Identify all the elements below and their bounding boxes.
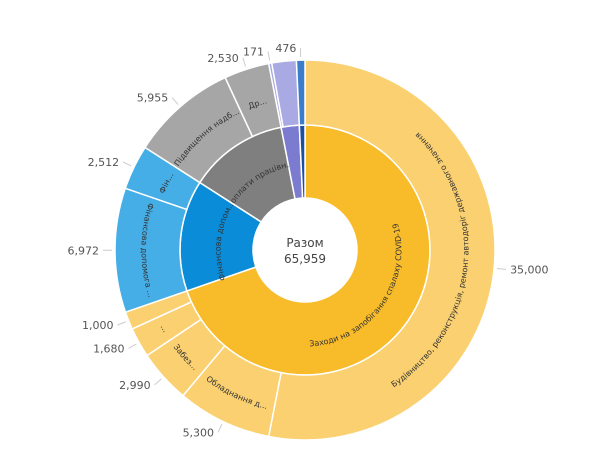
center-label: Разом — [286, 236, 323, 250]
value-label: 5,955 — [137, 92, 169, 105]
value-label: 2,512 — [88, 156, 120, 169]
value-label: 1,680 — [93, 342, 125, 355]
segment-label: ... — [159, 323, 171, 334]
center-total: 65,959 — [284, 252, 326, 266]
value-label: 6,972 — [68, 244, 100, 257]
leader-line — [128, 343, 137, 349]
center-hole — [253, 198, 357, 302]
value-label: 476 — [275, 42, 296, 55]
outer-segment[interactable] — [295, 59, 306, 126]
value-label: 5,300 — [183, 426, 215, 439]
outer-segment[interactable] — [267, 59, 496, 441]
value-label: 171 — [243, 45, 264, 58]
leader-line — [497, 268, 507, 270]
value-label: 2,530 — [207, 52, 239, 65]
leader-line — [117, 321, 127, 326]
value-label: 2,990 — [119, 379, 151, 392]
leader-line — [242, 57, 247, 67]
leader-line — [154, 378, 162, 386]
leader-line — [122, 161, 132, 167]
segment-label-text: ... — [159, 323, 171, 334]
leader-line — [267, 51, 271, 61]
leader-line — [171, 97, 179, 105]
leader-line — [217, 423, 223, 433]
value-label: 1,000 — [82, 319, 114, 332]
value-label: 35,000 — [510, 263, 548, 276]
